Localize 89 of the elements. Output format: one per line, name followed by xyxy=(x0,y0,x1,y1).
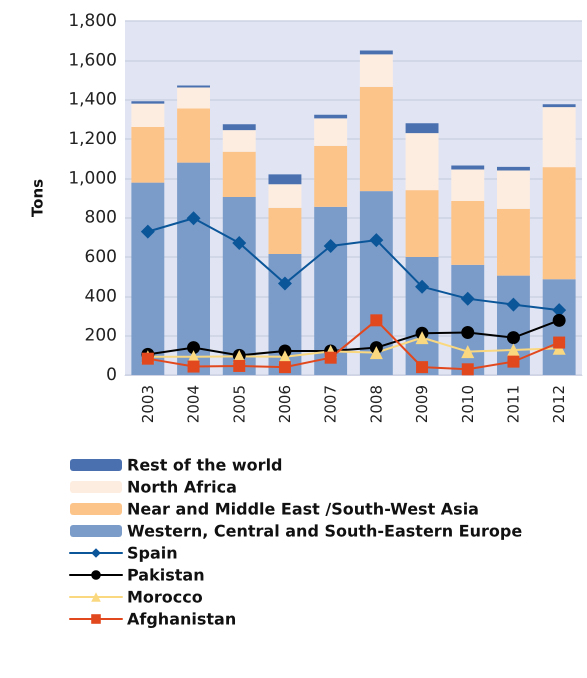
point xyxy=(324,238,338,253)
y-tick-label: 1,400 xyxy=(68,90,117,110)
y-tick-label: 800 xyxy=(84,208,117,228)
point xyxy=(416,361,428,374)
legend-label: Spain xyxy=(127,544,178,562)
bar xyxy=(542,167,576,280)
y-tick-label: 200 xyxy=(84,326,117,346)
bar xyxy=(451,169,484,201)
bar xyxy=(131,101,164,104)
legend-label: Morocco xyxy=(127,588,203,606)
x-tick-label: 2006 xyxy=(276,385,294,424)
x-tick-label: 2011 xyxy=(504,385,522,424)
y-tick-label: 400 xyxy=(84,286,117,306)
x-tick-label: 2007 xyxy=(322,385,340,424)
x-tick-label: 2005 xyxy=(230,385,248,424)
point xyxy=(186,211,201,226)
point xyxy=(416,331,429,344)
point xyxy=(370,346,383,360)
bar xyxy=(497,170,530,209)
point xyxy=(553,336,566,349)
bar xyxy=(268,174,302,184)
bar xyxy=(542,104,576,108)
point xyxy=(233,360,246,372)
bar xyxy=(314,114,348,118)
bar xyxy=(360,86,393,192)
point xyxy=(507,356,520,368)
point xyxy=(188,360,200,373)
bar xyxy=(222,152,256,198)
legend-label: Afghanistan xyxy=(127,610,236,628)
point xyxy=(506,298,520,312)
point xyxy=(369,233,384,248)
bar xyxy=(451,200,484,265)
legend-label: Pakistan xyxy=(127,566,205,584)
bar xyxy=(451,166,484,170)
point xyxy=(278,276,292,291)
bar xyxy=(131,182,164,375)
y-axis-title: Tons xyxy=(28,178,46,218)
x-tick-label: 2012 xyxy=(550,385,568,424)
bar xyxy=(222,130,256,152)
bar xyxy=(314,118,348,146)
x-tick-label: 2010 xyxy=(458,385,477,424)
legend-label: North Africa xyxy=(127,478,237,496)
point xyxy=(370,314,382,326)
y-tick-label: 1,000 xyxy=(68,168,117,188)
bar xyxy=(268,184,302,208)
y-tick-label: 1,600 xyxy=(68,50,117,70)
legend-label: Near and Middle East /South-West Asia xyxy=(127,500,479,518)
bar xyxy=(177,87,210,109)
x-tick-label: 2003 xyxy=(138,385,157,424)
bar xyxy=(314,146,348,207)
bar xyxy=(406,123,438,134)
x-tick-label: 2009 xyxy=(413,385,432,424)
bar xyxy=(222,197,256,375)
point xyxy=(462,363,474,376)
bar xyxy=(542,107,576,168)
y-tick-label: 1,200 xyxy=(68,129,117,149)
bar xyxy=(314,206,348,375)
bar xyxy=(406,133,438,190)
point xyxy=(552,314,566,327)
point xyxy=(187,341,200,354)
x-tick-label: 2008 xyxy=(367,385,386,424)
point xyxy=(415,280,430,294)
point xyxy=(278,361,291,374)
x-tick-label: 2004 xyxy=(184,385,203,424)
y-tick-label: 1,800 xyxy=(68,11,117,31)
point xyxy=(232,236,246,250)
bar xyxy=(268,208,302,254)
bar xyxy=(131,127,164,183)
point xyxy=(506,331,520,344)
point xyxy=(140,224,155,239)
bar xyxy=(497,208,530,276)
point xyxy=(461,326,474,340)
bar xyxy=(360,50,393,54)
bar xyxy=(177,108,210,163)
legend-label: Rest of the world xyxy=(127,456,282,474)
point xyxy=(460,292,475,306)
y-tick-label: 0 xyxy=(106,365,117,385)
legend-label: Western, Central and South-Eastern Europe xyxy=(127,522,522,540)
bar xyxy=(177,162,210,375)
bar xyxy=(360,191,393,375)
y-tick-label: 600 xyxy=(84,247,117,267)
point xyxy=(142,352,154,365)
point xyxy=(461,345,474,358)
point xyxy=(324,352,337,364)
bar xyxy=(497,166,530,170)
bar xyxy=(406,190,438,257)
bar xyxy=(360,54,393,87)
bar xyxy=(222,124,256,130)
bar xyxy=(131,104,164,128)
